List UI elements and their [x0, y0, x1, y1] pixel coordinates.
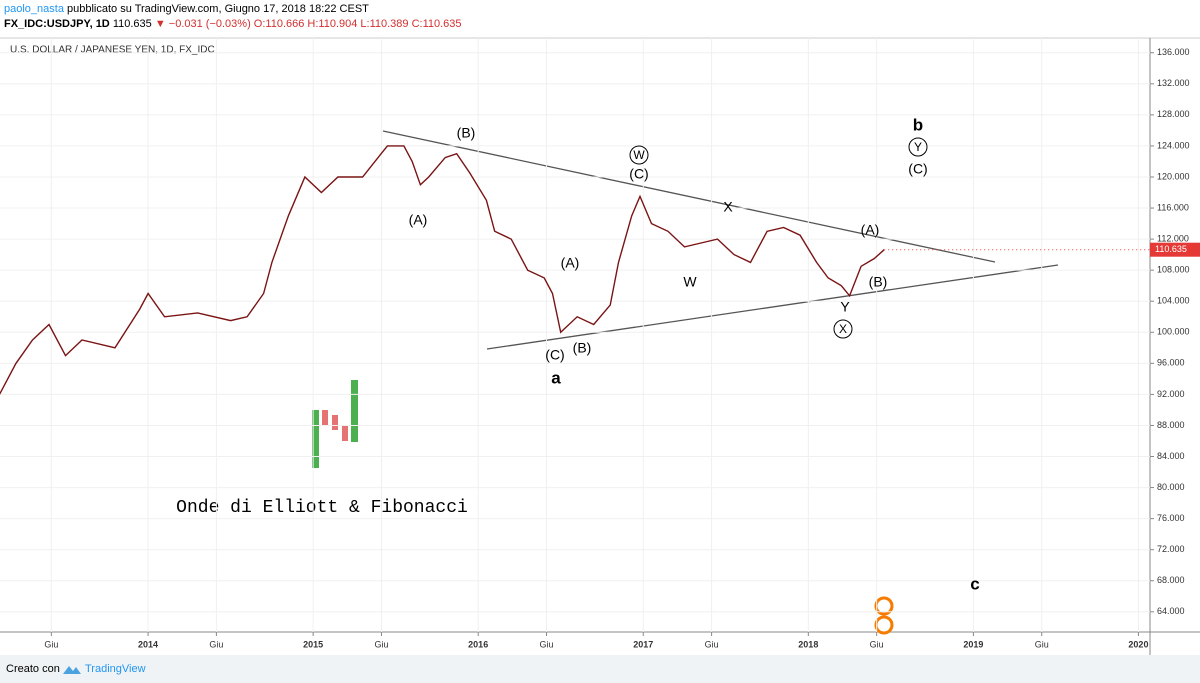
wave-label: (A): [561, 255, 580, 271]
brand[interactable]: TradingView: [85, 663, 146, 675]
annotation-circle: [833, 319, 853, 339]
author[interactable]: paolo_nasta: [4, 3, 64, 15]
x-tick-label: Giu: [705, 639, 719, 649]
y-tick-label: 116.000: [1157, 202, 1189, 212]
wave-label: Y: [840, 299, 850, 315]
wave-label: W: [683, 274, 697, 290]
x-tick-label: 2015: [303, 639, 323, 649]
annotation-circle: [908, 137, 928, 157]
y-tick-label: 96.000: [1157, 358, 1185, 368]
y-tick-label: 84.000: [1157, 451, 1185, 461]
change: ▼ −0.031 (−0.03%): [154, 18, 251, 30]
x-tick-label: 2020: [1128, 639, 1148, 649]
annotation-circle: [629, 145, 649, 165]
ohlc: O:110.666 H:110.904 L:110.389 C:110.635: [253, 18, 462, 30]
y-tick-label: 76.000: [1157, 513, 1185, 523]
x-tick-label: Giu: [374, 639, 388, 649]
x-tick-label: 2018: [798, 639, 818, 649]
y-tick-label: 68.000: [1157, 575, 1185, 585]
x-tick-label: Giu: [870, 639, 884, 649]
published: pubblicato su TradingView.com, Giugno 17…: [67, 3, 369, 15]
last-price-label: 110.635: [1155, 244, 1187, 254]
wave-label: (C): [908, 161, 927, 177]
y-tick-label: 120.000: [1157, 171, 1190, 181]
y-tick-label: 112.000: [1157, 233, 1189, 243]
publish-line: paolo_nasta pubblicato su TradingView.co…: [4, 3, 369, 15]
price-line: [0, 145, 885, 395]
y-tick-label: 104.000: [1157, 296, 1190, 306]
made-with: Creato con: [6, 663, 60, 675]
x-tick-label: 2019: [963, 639, 983, 649]
trendline-lower: [486, 264, 1059, 350]
y-tick-label: 72.000: [1157, 544, 1185, 554]
symbol: FX_IDC:USDJPY, 1D: [4, 18, 110, 30]
wave-label: W: [633, 148, 645, 162]
y-tick-label: 108.000: [1157, 265, 1190, 275]
y-tick-label: 132.000: [1157, 78, 1190, 88]
wave-label: b: [913, 115, 923, 134]
candle-icon: [312, 380, 358, 468]
wave-label: (A): [861, 222, 880, 238]
wave-label: a: [551, 368, 561, 387]
wave-label: X: [839, 322, 847, 336]
footer: Creato con TradingView: [0, 655, 1200, 683]
wave-label: X: [723, 199, 733, 215]
brand-logo: [63, 666, 81, 674]
y-tick-label: 80.000: [1157, 482, 1185, 492]
x-tick-label: 2016: [468, 639, 488, 649]
y-tick-label: 124.000: [1157, 140, 1190, 150]
x-tick-label: 2017: [633, 639, 653, 649]
y-tick-label: 100.000: [1157, 327, 1190, 337]
y-tick-label: 136.000: [1157, 47, 1190, 57]
y-tick-label: 92.000: [1157, 389, 1185, 399]
symbol-line: FX_IDC:USDJPY, 1D 110.635 ▼ −0.031 (−0.0…: [4, 18, 462, 30]
trendline-upper: [382, 130, 996, 263]
wave-label: (C): [629, 166, 648, 182]
wave-label: c: [970, 574, 979, 593]
x-tick-label: Giu: [540, 639, 554, 649]
chart: U.S. DOLLAR / JAPANESE YEN, 1D, FX_IDC O…: [0, 37, 1200, 655]
wave-label: (C): [545, 347, 564, 363]
last: 110.635: [112, 18, 152, 30]
chart-title: U.S. DOLLAR / JAPANESE YEN, 1D, FX_IDC: [10, 45, 215, 56]
note: Onde di Elliott & Fibonacci: [176, 498, 468, 518]
last-price-box: [1150, 242, 1200, 257]
wave-label: (A): [409, 212, 428, 228]
y-tick-label: 64.000: [1157, 606, 1185, 616]
wave-label: (B): [573, 340, 592, 356]
x-tick-label: Giu: [209, 639, 223, 649]
y-tick-label: 88.000: [1157, 420, 1185, 430]
wave-label: Y: [914, 140, 922, 154]
wave-label: (B): [457, 125, 476, 141]
x-tick-label: Giu: [44, 639, 58, 649]
x-tick-label: Giu: [1035, 639, 1049, 649]
wave-label: (B): [869, 274, 888, 290]
x-tick-label: 2014: [138, 639, 158, 649]
y-tick-label: 128.000: [1157, 109, 1190, 119]
fib-icon: [874, 596, 894, 635]
